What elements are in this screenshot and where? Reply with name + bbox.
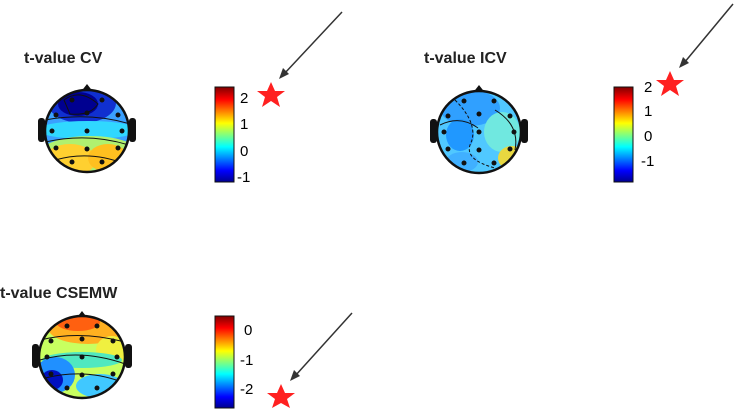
arrow-icon <box>683 3 734 64</box>
arrow-icon <box>294 312 353 377</box>
colorbar-tick: -1 <box>240 352 254 369</box>
panel-csemw: t-value CSEMW <box>0 200 380 412</box>
topomap-cv <box>38 11 343 183</box>
panel-title: t-value ICV <box>424 50 507 67</box>
colorbar <box>214 86 235 183</box>
colorbar-tick: -1 <box>641 153 655 170</box>
colorbar-tick: 2 <box>240 90 249 107</box>
topomap-csemw <box>32 311 353 409</box>
colorbar-tick: 0 <box>240 143 249 160</box>
panel-icv: t-value ICV <box>0 0 742 200</box>
electrodes <box>49 97 125 165</box>
colorbar <box>214 315 235 409</box>
colorbar-tick: 2 <box>644 79 653 96</box>
colorbar-tick: 1 <box>240 116 249 133</box>
star-icon <box>656 71 684 96</box>
panel-cv: t-value CV <box>0 0 380 200</box>
colorbar-tick: -1 <box>237 169 251 186</box>
right-ear <box>129 118 136 142</box>
colorbar-tick: 1 <box>644 103 653 120</box>
star-icon <box>267 384 295 408</box>
topomap-icv <box>430 3 734 183</box>
colorbar-tick: 0 <box>244 322 253 339</box>
colorbar-tick: 0 <box>644 128 653 145</box>
colorbar <box>613 86 634 183</box>
panel-title: t-value CSEMW <box>0 285 118 302</box>
panel-title: t-value CV <box>24 50 103 67</box>
left-ear <box>38 118 45 142</box>
colorbar-tick: -2 <box>240 381 254 398</box>
arrow-icon <box>283 11 343 75</box>
star-icon <box>257 82 285 107</box>
